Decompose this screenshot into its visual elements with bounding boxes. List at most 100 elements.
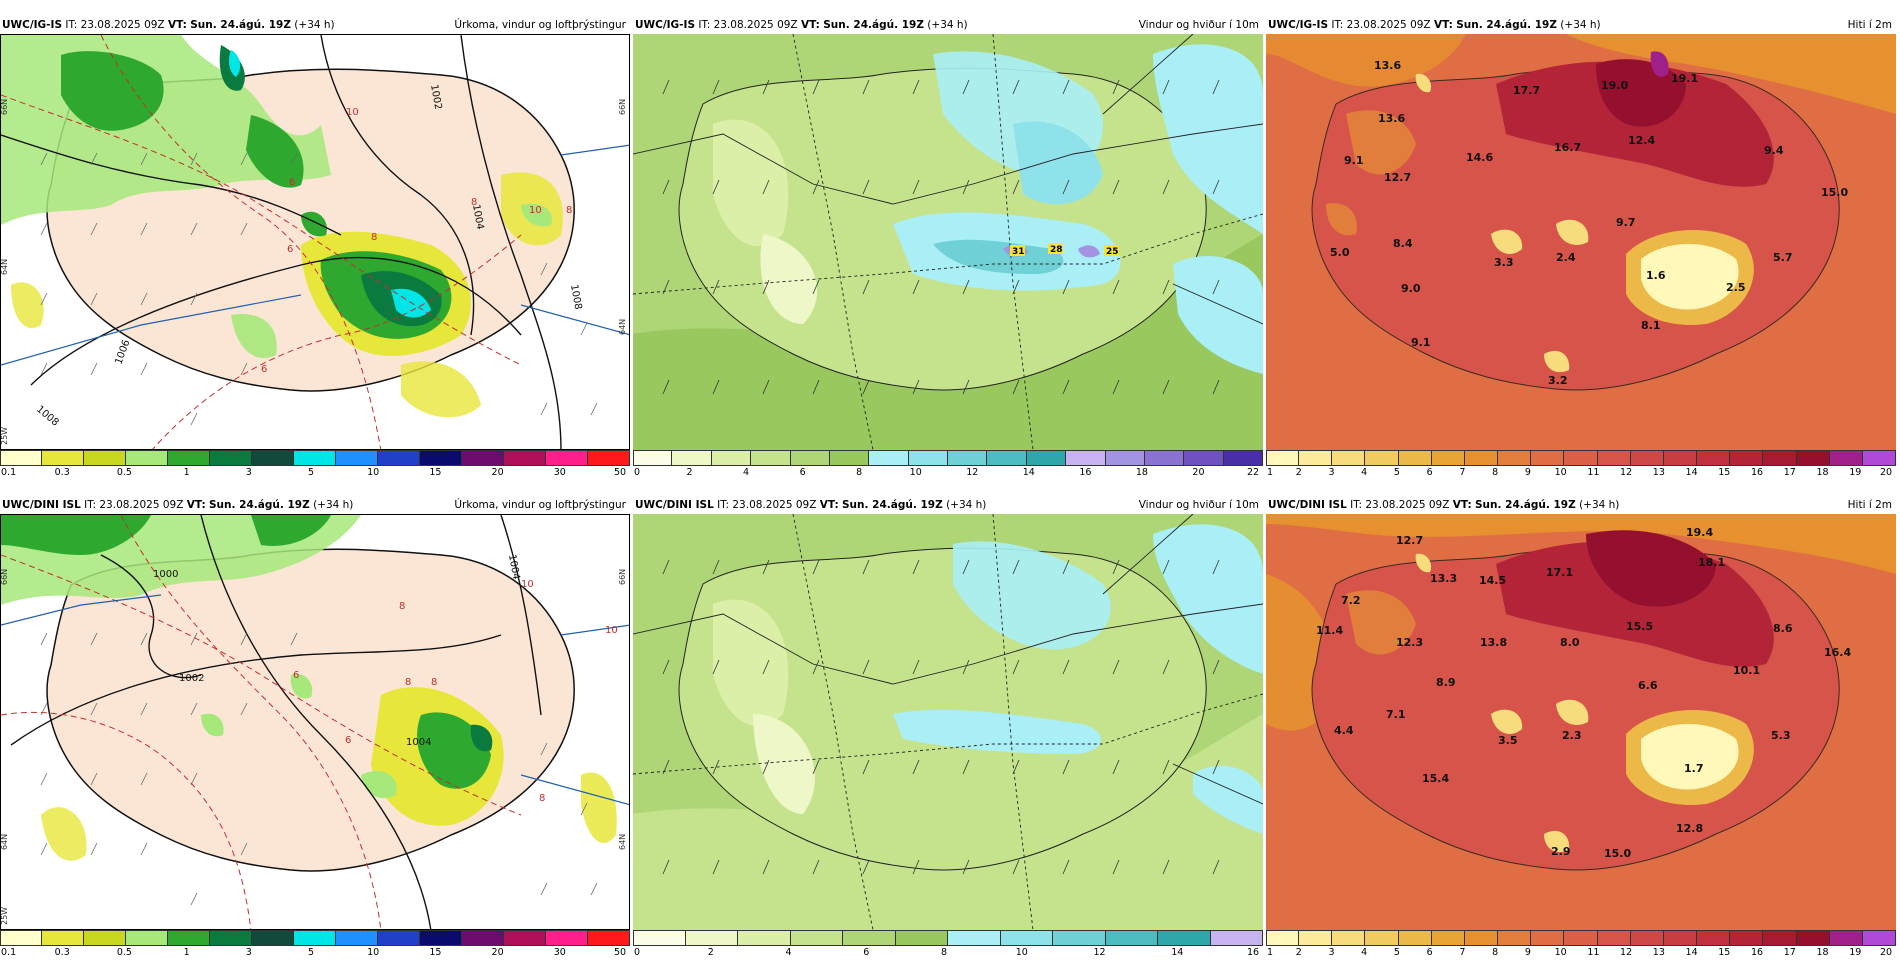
- svg-text:8: 8: [566, 205, 572, 216]
- colorbar-tick-label: 0.3: [54, 947, 70, 958]
- colorbar-swatch: [1829, 450, 1863, 466]
- colorbar-tick-label: 0.1: [1, 947, 17, 958]
- model-name: UWC/IG-IS: [635, 19, 696, 31]
- colorbar-tick-label: 10: [1015, 947, 1028, 958]
- colorbar-swatch: [1763, 930, 1797, 946]
- colorbar-tick-label: 5: [1393, 947, 1400, 958]
- gust-marker: [1048, 243, 1063, 254]
- colorbar-swatch: [126, 450, 168, 466]
- svg-text:3.3: 3.3: [1494, 256, 1514, 269]
- svg-text:8: 8: [405, 677, 411, 688]
- colorbar-tick-label: 3: [1328, 947, 1335, 958]
- colorbar-tick-label: 0.1: [1, 467, 17, 478]
- colorbar-tick-label: 15: [429, 467, 442, 478]
- colorbar-tick-label: 18: [1816, 947, 1829, 958]
- svg-text:12.4: 12.4: [1628, 134, 1655, 147]
- colorbar-tick-label: 4: [1361, 947, 1368, 958]
- colorbar-tick-label: 19: [1849, 467, 1862, 478]
- colorbar-tick-label: 8: [856, 467, 863, 478]
- colorbar-tick-label: 16: [1751, 467, 1764, 478]
- svg-text:3.5: 3.5: [1498, 734, 1518, 747]
- colorbar-tick-label: 12: [1093, 947, 1106, 958]
- svg-text:6: 6: [287, 244, 293, 255]
- svg-text:1004: 1004: [406, 737, 431, 748]
- colorbar-tick-label: 10: [367, 467, 380, 478]
- colorbar-swatch: [948, 930, 1001, 946]
- colorbar-swatch: [126, 930, 168, 946]
- model-name: UWC/IG-IS: [1268, 19, 1329, 31]
- colorbar-swatch: [1697, 930, 1731, 946]
- colorbar-tick-label: 20: [1879, 947, 1893, 958]
- svg-text:28: 28: [1050, 245, 1063, 255]
- colorbar-tick-label: 10: [367, 947, 380, 958]
- colorbar-swatch: [1763, 450, 1797, 466]
- svg-text:14.6: 14.6: [1466, 151, 1493, 164]
- svg-text:7.1: 7.1: [1386, 708, 1406, 721]
- colorbar-swatch: [1464, 930, 1499, 946]
- colorbar-swatch: [420, 930, 462, 946]
- colorbar-tick-label: 17: [1783, 467, 1796, 478]
- map-wind: 31 28 25: [633, 34, 1263, 450]
- colorbar-tick-label: 6: [1426, 947, 1433, 958]
- colorbar-tick-label: 16: [1246, 947, 1260, 958]
- colorbar-swatch: [504, 450, 546, 466]
- colorbar-swatch: [420, 450, 462, 466]
- colorbar-swatch: [1066, 450, 1106, 466]
- map-temp: 12.7 13.3 17.1 19.4 18.1 7.2 14.5 11.4 1…: [1266, 514, 1896, 930]
- colorbar-tick-label: 1: [1267, 467, 1274, 478]
- colorbar-swatch: [546, 450, 588, 466]
- svg-text:13.3: 13.3: [1430, 572, 1457, 585]
- svg-text:15.0: 15.0: [1604, 847, 1631, 860]
- panel-title: UWC/DINI ISL IT: 23.08.2025 09Z VT: Sun.…: [1266, 496, 1896, 514]
- colorbar-tick-label: 50: [613, 947, 627, 958]
- svg-text:6: 6: [345, 735, 351, 746]
- colorbar-tick-label: 19: [1849, 947, 1862, 958]
- colorbar-swatch: [1332, 450, 1366, 466]
- svg-text:12.7: 12.7: [1384, 171, 1411, 184]
- colorbar-tick-label: 9: [1524, 947, 1531, 958]
- colorbar-tick-label: 14: [1022, 467, 1035, 478]
- colorbar-tick-label: 2: [1295, 947, 1302, 958]
- colorbar-swatch: [1299, 450, 1333, 466]
- colorbar-swatch: [869, 450, 909, 466]
- svg-text:17.7: 17.7: [1513, 84, 1540, 97]
- colorbar-swatch: [738, 930, 791, 946]
- svg-text:15.4: 15.4: [1422, 772, 1449, 785]
- colorbar-tick-label: 14: [1685, 947, 1698, 958]
- svg-text:64N: 64N: [618, 834, 627, 850]
- field-title: Vindur og hviður í 10m: [1138, 499, 1259, 511]
- colorbar-tick-label: 4: [785, 947, 792, 958]
- colorbar-swatch: [210, 450, 252, 466]
- colorbar-tick-label: 15: [1718, 467, 1731, 478]
- colorbar-tick-label: 3: [245, 467, 252, 478]
- colorbar-temp: 1 2 3 4 5 6 7 8 9 10 11 12 13 14 15 16 17 18 19 20: [1266, 450, 1896, 480]
- colorbar-swatch: [0, 930, 42, 946]
- model-name: UWC/DINI ISL: [1268, 499, 1347, 511]
- colorbar-swatch: [751, 450, 791, 466]
- colorbar-swatch: [252, 930, 294, 946]
- colorbar-swatch: [168, 930, 210, 946]
- colorbar-swatch: [294, 450, 336, 466]
- svg-text:14.5: 14.5: [1479, 574, 1506, 587]
- panel-precip-dini: UWC/DINI ISL IT: 23.08.2025 09Z VT: Sun.…: [0, 496, 630, 960]
- svg-text:8.0: 8.0: [1560, 636, 1580, 649]
- svg-text:7.2: 7.2: [1341, 594, 1361, 607]
- colorbar-tick-label: 3: [1328, 467, 1335, 478]
- svg-text:66N: 66N: [618, 99, 627, 115]
- svg-text:15.0: 15.0: [1821, 186, 1848, 199]
- colorbar-swatch: [462, 450, 504, 466]
- colorbar-tick-label: 8: [1492, 467, 1499, 478]
- svg-text:66N: 66N: [1, 99, 9, 115]
- colorbar-swatch: [1365, 930, 1399, 946]
- colorbar-tick-label: 2: [1295, 467, 1302, 478]
- colorbar-swatch: [1158, 930, 1211, 946]
- colorbar-tick-label: 20: [491, 467, 504, 478]
- svg-text:2.9: 2.9: [1551, 845, 1571, 858]
- colorbar-tick-label: 7: [1459, 947, 1466, 958]
- colorbar-tick-label: 20: [1192, 467, 1205, 478]
- colorbar-tick-label: 20: [1879, 467, 1893, 478]
- colorbar-swatch: [633, 450, 673, 466]
- svg-text:1.7: 1.7: [1684, 762, 1704, 775]
- colorbar-swatch: [1431, 930, 1465, 946]
- svg-text:1002: 1002: [428, 84, 443, 111]
